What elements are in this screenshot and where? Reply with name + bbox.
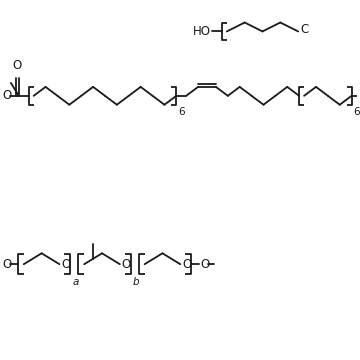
Text: HO: HO	[193, 25, 211, 38]
Text: 6: 6	[178, 107, 185, 117]
Text: 6: 6	[354, 107, 360, 117]
Text: O: O	[122, 258, 131, 271]
Text: O: O	[2, 89, 11, 102]
Text: O: O	[13, 59, 22, 72]
Text: O: O	[62, 258, 71, 271]
Text: O: O	[2, 258, 11, 271]
Text: a: a	[72, 277, 79, 287]
Text: b: b	[133, 277, 139, 287]
Text: C: C	[300, 23, 309, 36]
Text: O: O	[200, 258, 209, 271]
Text: O: O	[182, 258, 192, 271]
